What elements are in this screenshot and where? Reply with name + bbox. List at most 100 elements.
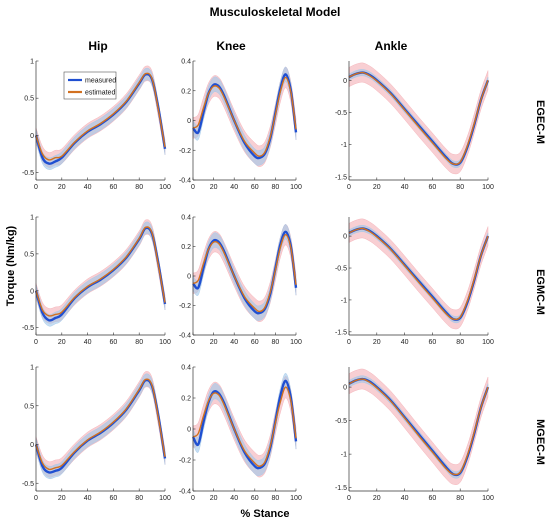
y-tick-label-r1c1: -0.4 — [179, 333, 191, 340]
x-tick-label-r0c2: 40 — [401, 184, 409, 191]
x-tick-label-r1c2: 20 — [373, 339, 381, 346]
y-tick-label-r0c1: 0.4 — [181, 59, 191, 66]
x-tick-label-r2c2: 40 — [401, 495, 409, 502]
y-tick-label-r1c1: 0 — [187, 274, 191, 281]
y-tick-label-r0c0: 0.5 — [24, 96, 34, 103]
y-tick-label-r2c2: -1 — [341, 452, 347, 459]
x-tick-label-r2c2: 0 — [347, 495, 351, 502]
x-tick-label-r2c0: 20 — [58, 495, 66, 502]
panel-r1c2: 0 20 40 60 80 100 -1.5 -1 -0.5 0 — [335, 217, 494, 346]
x-tick-label-r1c0: 20 — [58, 339, 66, 346]
column-title-ankle: Ankle — [375, 39, 408, 53]
y-tick-label-r1c2: -1.5 — [335, 329, 347, 336]
y-tick-label-r1c2: 0 — [343, 234, 347, 241]
y-tick-label-r2c1: 0.4 — [181, 365, 191, 372]
legend-label-measured: measured — [85, 78, 116, 85]
y-tick-label-r0c1: -0.2 — [179, 148, 191, 155]
plot-area-r2c1 — [193, 367, 296, 491]
y-tick-label-r0c2: 0 — [343, 78, 347, 85]
x-tick-label-r1c0: 100 — [159, 339, 171, 346]
panel-r1c0: 0 20 40 60 80 100-0.500.51 — [22, 215, 171, 347]
row-label-egmc-m: EGMC-M — [534, 269, 546, 315]
x-tick-label-r0c0: 20 — [58, 184, 66, 191]
x-tick-label-r2c2: 80 — [456, 495, 464, 502]
x-tick-label-r0c1: 80 — [272, 184, 280, 191]
x-tick-label-r2c0: 100 — [159, 495, 171, 502]
legend-box — [63, 71, 117, 100]
y-tick-label-r0c0: -0.5 — [22, 170, 34, 177]
x-tick-label-r0c2: 0 — [347, 184, 351, 191]
x-tick-label-r0c0: 100 — [159, 184, 171, 191]
line-estimated-r0c1 — [192, 76, 297, 157]
x-tick-label-r0c1: 100 — [290, 184, 302, 191]
x-tick-label-r2c2: 20 — [373, 495, 381, 502]
y-tick-label-r1c2: -0.5 — [335, 266, 347, 273]
y-tick-label-r2c0: -0.5 — [22, 481, 34, 488]
x-tick-label-r2c1: 0 — [191, 495, 195, 502]
y-tick-label-r1c2: -1 — [341, 297, 347, 304]
y-tick-label-r0c1: 0.2 — [181, 88, 191, 95]
x-tick-label-r1c1: 60 — [251, 339, 259, 346]
y-tick-label-r2c1: 0 — [187, 427, 191, 434]
x-tick-label-r0c0: 80 — [135, 184, 143, 191]
y-tick-label-r1c0: 1 — [30, 215, 34, 222]
row-label-egec-m: EGEC-M — [534, 100, 546, 144]
x-tick-label-r2c1: 20 — [210, 495, 218, 502]
x-tick-label-r0c0: 0 — [34, 184, 38, 191]
x-tick-label-r1c0: 0 — [34, 339, 38, 346]
x-tick-label-r0c2: 60 — [429, 184, 437, 191]
y-tick-label-r2c0: 0 — [30, 442, 34, 449]
legend-label-estimated: estimated — [85, 90, 115, 97]
x-tick-label-r1c2: 100 — [482, 339, 494, 346]
x-tick-label-r2c0: 0 — [34, 495, 38, 502]
x-tick-label-r1c0: 60 — [110, 339, 118, 346]
x-tick-label-r0c1: 60 — [251, 184, 259, 191]
x-axis-label: % Stance — [241, 508, 290, 520]
y-tick-label-r2c2: 0 — [343, 385, 347, 392]
panel-r2c1: 0 20 40 60 80 100 -0.4 -0.2 0 0.2 0.4 — [179, 365, 302, 503]
panel-r0c1: 0 20 40 60 80 100 -0.4 -0.2 0 0.2 0.4 — [179, 59, 302, 192]
x-tick-label-r0c2: 80 — [456, 184, 464, 191]
x-tick-label-r0c1: 20 — [210, 184, 218, 191]
band-estimated-r1c2 — [348, 218, 489, 330]
panel-r2c2: 0 20 40 60 80 100 -1.5 -1 -0.5 0 — [335, 367, 494, 502]
x-tick-label-r2c2: 60 — [429, 495, 437, 502]
y-tick-label-r2c0: 0.5 — [24, 403, 34, 410]
x-tick-label-r2c0: 60 — [110, 495, 118, 502]
y-tick-label-r1c0: 0 — [30, 288, 34, 295]
line-estimated-r1c1 — [192, 234, 297, 313]
y-tick-label-r1c1: 0.2 — [181, 244, 191, 251]
line-estimated-r2c2 — [348, 378, 489, 476]
legend: measured estimated — [63, 71, 117, 100]
y-tick-label-r0c0: 1 — [30, 59, 34, 66]
y-tick-label-r2c0: 1 — [30, 365, 34, 372]
line-estimated-r2c1 — [192, 386, 297, 467]
y-tick-label-r2c1: 0.2 — [181, 396, 191, 403]
x-tick-label-r0c0: 60 — [110, 184, 118, 191]
panel-r1c1: 0 20 40 60 80 100 -0.4 -0.2 0 0.2 0.4 — [179, 215, 302, 347]
y-tick-label-r2c1: -0.4 — [179, 489, 191, 496]
line-estimated-r1c2 — [348, 227, 489, 321]
y-tick-label-r2c2: -1.5 — [335, 485, 347, 492]
y-tick-label-r2c1: -0.2 — [179, 458, 191, 465]
x-tick-label-r1c1: 80 — [272, 339, 280, 346]
row-label-mgec-m: MGEC-M — [534, 419, 546, 465]
line-estimated-r0c2 — [348, 71, 489, 166]
y-axis-label: Torque (Nm/kg) — [5, 225, 17, 306]
x-tick-label-r0c1: 40 — [230, 184, 238, 191]
x-tick-label-r0c0: 40 — [84, 184, 92, 191]
y-tick-label-r0c0: 0 — [30, 133, 34, 140]
figure-title: Musculoskeletal Model — [210, 5, 341, 19]
x-tick-label-r1c2: 80 — [456, 339, 464, 346]
x-tick-label-r2c0: 40 — [84, 495, 92, 502]
y-tick-label-r0c1: -0.4 — [179, 178, 191, 185]
y-tick-label-r0c1: 0 — [187, 118, 191, 125]
y-tick-label-r1c1: -0.2 — [179, 303, 191, 310]
band-estimated-r2c2 — [348, 368, 489, 485]
panel-r2c0: 0 20 40 60 80 100-0.500.51 — [22, 365, 171, 503]
line-estimated-r0c0 — [35, 72, 166, 161]
x-tick-label-r0c2: 100 — [482, 184, 494, 191]
x-tick-label-r2c1: 40 — [230, 495, 238, 502]
column-title-hip: Hip — [88, 39, 107, 53]
